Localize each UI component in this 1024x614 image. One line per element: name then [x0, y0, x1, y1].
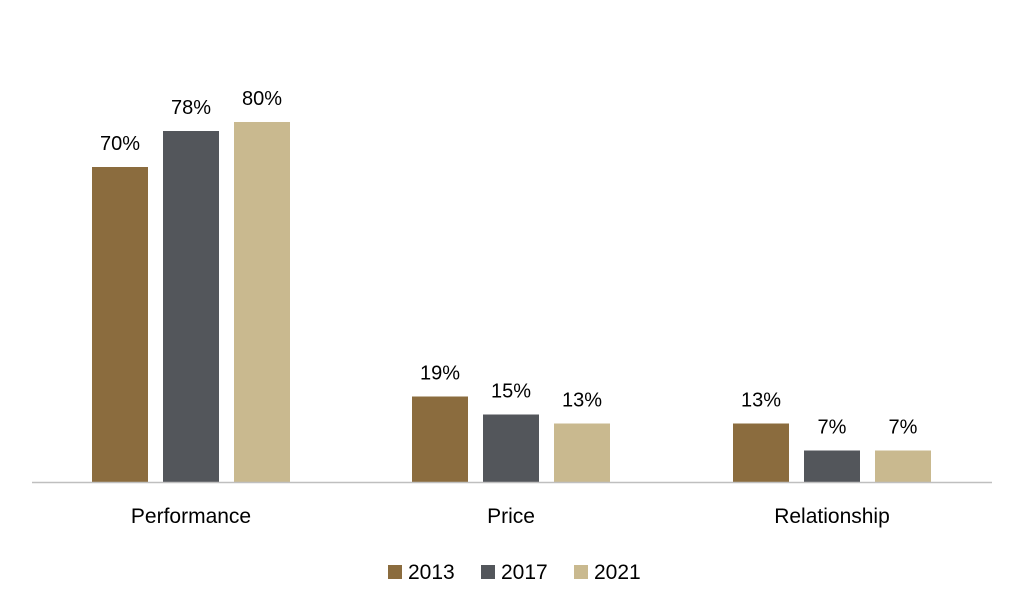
legend-label-2013: 2013	[408, 561, 455, 584]
legend-label-2017: 2017	[501, 561, 548, 584]
category-label-price: Price	[487, 505, 535, 528]
legend-swatch-2021	[574, 565, 588, 579]
data-label-performance-2017: 78%	[171, 97, 211, 119]
data-label-price-2017: 15%	[491, 381, 531, 403]
data-label-relationship-2017: 7%	[818, 417, 847, 439]
bar-relationship-2013	[733, 423, 789, 482]
bar-performance-2013	[92, 167, 148, 482]
legend: 2013 2017 2021	[388, 561, 641, 584]
data-label-performance-2013: 70%	[100, 133, 140, 155]
data-label-price-2021: 13%	[562, 390, 602, 412]
category-label-relationship: Relationship	[774, 505, 890, 528]
data-label-relationship-2021: 7%	[889, 417, 918, 439]
bar-performance-2021	[234, 122, 290, 482]
bar-relationship-2021	[875, 450, 931, 482]
bar-price-2013	[412, 396, 468, 482]
bar-performance-2017	[163, 131, 219, 482]
legend-swatch-2017	[481, 565, 495, 579]
data-labels-layer: 70% 78% 80% 19% 15% 13% 13% 7% 7%	[100, 88, 918, 439]
data-label-performance-2021: 80%	[242, 88, 282, 110]
category-labels-layer: Performance Price Relationship	[131, 505, 890, 528]
bar-relationship-2017	[804, 450, 860, 482]
bars-layer	[92, 122, 931, 482]
data-label-price-2013: 19%	[420, 363, 460, 385]
bar-price-2021	[554, 423, 610, 482]
legend-swatch-2013	[388, 565, 402, 579]
data-label-relationship-2013: 13%	[741, 390, 781, 412]
legend-label-2021: 2021	[594, 561, 641, 584]
bar-price-2017	[483, 414, 539, 482]
category-label-performance: Performance	[131, 505, 251, 528]
